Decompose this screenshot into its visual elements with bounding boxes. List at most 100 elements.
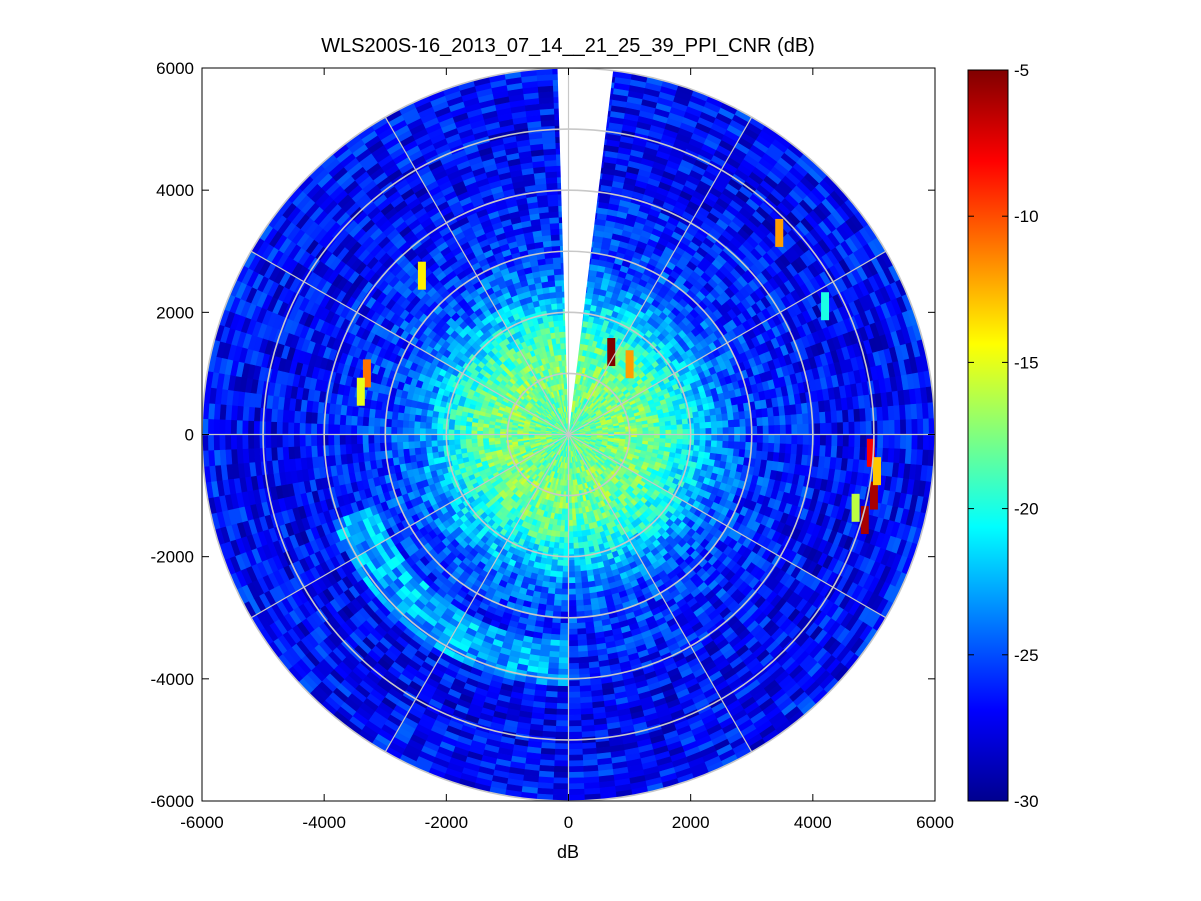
cnr-cell xyxy=(563,531,569,538)
cnr-cell xyxy=(550,564,558,572)
cnr-cell xyxy=(554,743,569,750)
cnr-cell xyxy=(665,429,672,435)
cnr-cell xyxy=(568,600,577,607)
cnr-cell xyxy=(813,412,821,425)
cnr-cell xyxy=(568,588,576,596)
cnr-cell xyxy=(911,418,919,435)
cnr-cell xyxy=(648,426,655,432)
cnr-cell xyxy=(859,421,867,435)
cnr-cell xyxy=(568,571,576,578)
cnr-cell xyxy=(544,702,558,710)
cnr-cell xyxy=(716,420,724,429)
cnr-cell xyxy=(568,697,581,704)
cnr-cell xyxy=(917,418,924,435)
cnr-cell xyxy=(556,685,569,693)
cnr-cell xyxy=(557,548,564,555)
cnr-cell xyxy=(682,434,690,441)
cnr-cell xyxy=(894,434,901,450)
cnr-cell xyxy=(762,434,770,444)
cnr-cell xyxy=(550,633,561,641)
cnr-cell xyxy=(636,427,644,432)
cnr-cell xyxy=(555,714,569,722)
cnr-cell xyxy=(733,419,741,428)
cnr-cell xyxy=(796,413,804,425)
cnr-cell xyxy=(568,651,579,659)
cnr-cell xyxy=(687,423,695,430)
cnr-cell xyxy=(824,445,832,458)
cnr-cell xyxy=(553,766,569,773)
cnr-cell xyxy=(579,685,592,693)
cnr-cell xyxy=(836,410,844,424)
cnr-cell xyxy=(568,594,577,601)
cnr-cell xyxy=(830,410,838,424)
cnr-cell xyxy=(704,415,712,423)
cnr-cell xyxy=(548,650,560,658)
cnr-cell xyxy=(547,581,556,589)
cnr-cell xyxy=(560,605,569,613)
cnr-cell xyxy=(797,434,804,446)
cnr-cell xyxy=(653,426,661,432)
cnr-cell xyxy=(568,754,584,762)
cnr-cell xyxy=(756,425,764,435)
cnr-cell xyxy=(722,440,730,449)
cnr-cell xyxy=(571,502,576,510)
cnr-cell xyxy=(802,434,810,446)
chart-title: WLS200S-16_2013_07_14__21_25_39_PPI_CNR … xyxy=(321,35,815,57)
cnr-cell xyxy=(550,559,558,567)
cnr-cell xyxy=(574,582,583,590)
cnr-cell xyxy=(693,416,701,424)
cnr-cell xyxy=(568,537,574,544)
cnr-cell xyxy=(550,628,561,636)
cnr-cell xyxy=(779,443,787,454)
cnr-cell xyxy=(877,434,884,449)
cnr-cell xyxy=(554,588,563,596)
cnr-cell xyxy=(577,542,584,549)
cnr-cell xyxy=(568,748,583,756)
cnr-cell xyxy=(580,576,589,584)
cnr-cell xyxy=(562,548,569,556)
cnr-cell xyxy=(578,662,590,670)
cnr-cell xyxy=(579,702,593,710)
cnr-cell xyxy=(665,425,672,431)
cnr-cell xyxy=(559,622,569,630)
cnr-cell xyxy=(581,587,590,595)
cnr-cell xyxy=(562,554,569,561)
cnr-cell xyxy=(814,423,821,435)
cnr-cell xyxy=(842,434,850,448)
cnr-cell xyxy=(688,434,695,441)
cnr-cell xyxy=(549,645,560,653)
cnr-cell xyxy=(715,447,723,456)
cnr-cell xyxy=(727,448,735,457)
cnr-cell xyxy=(894,419,901,435)
cnr-cell xyxy=(568,760,584,767)
cnr-cell xyxy=(848,421,856,435)
cnr-cell xyxy=(699,428,707,435)
cnr-cell xyxy=(580,570,588,578)
cnr-cell xyxy=(756,442,764,452)
cnr-cell xyxy=(819,434,827,447)
cnr-cell xyxy=(557,663,569,670)
cnr-cell xyxy=(568,783,585,790)
cnr-cell xyxy=(568,725,582,733)
cnr-cell xyxy=(767,442,775,453)
cnr-cell xyxy=(553,760,569,767)
cnr-cell xyxy=(571,508,576,515)
cnr-cell xyxy=(548,656,560,664)
cnr-cell xyxy=(756,434,764,444)
cnr-cell xyxy=(568,703,581,710)
cnr-cell xyxy=(554,748,569,756)
cnr-cell xyxy=(716,434,724,442)
cnr-cell xyxy=(547,668,559,676)
cnr-cell xyxy=(808,423,816,435)
cnr-cell xyxy=(568,542,574,550)
cnr-cell xyxy=(568,788,585,796)
cnr-cell xyxy=(549,639,560,647)
cnr-cell xyxy=(734,434,741,443)
cnr-cell xyxy=(552,783,569,790)
cnr-cell xyxy=(659,434,667,440)
cnr-cell xyxy=(710,414,718,423)
cnr-cell xyxy=(572,536,579,544)
cnr-cell xyxy=(837,422,844,435)
cnr-cell xyxy=(572,542,579,550)
cnr-cell xyxy=(922,418,930,435)
